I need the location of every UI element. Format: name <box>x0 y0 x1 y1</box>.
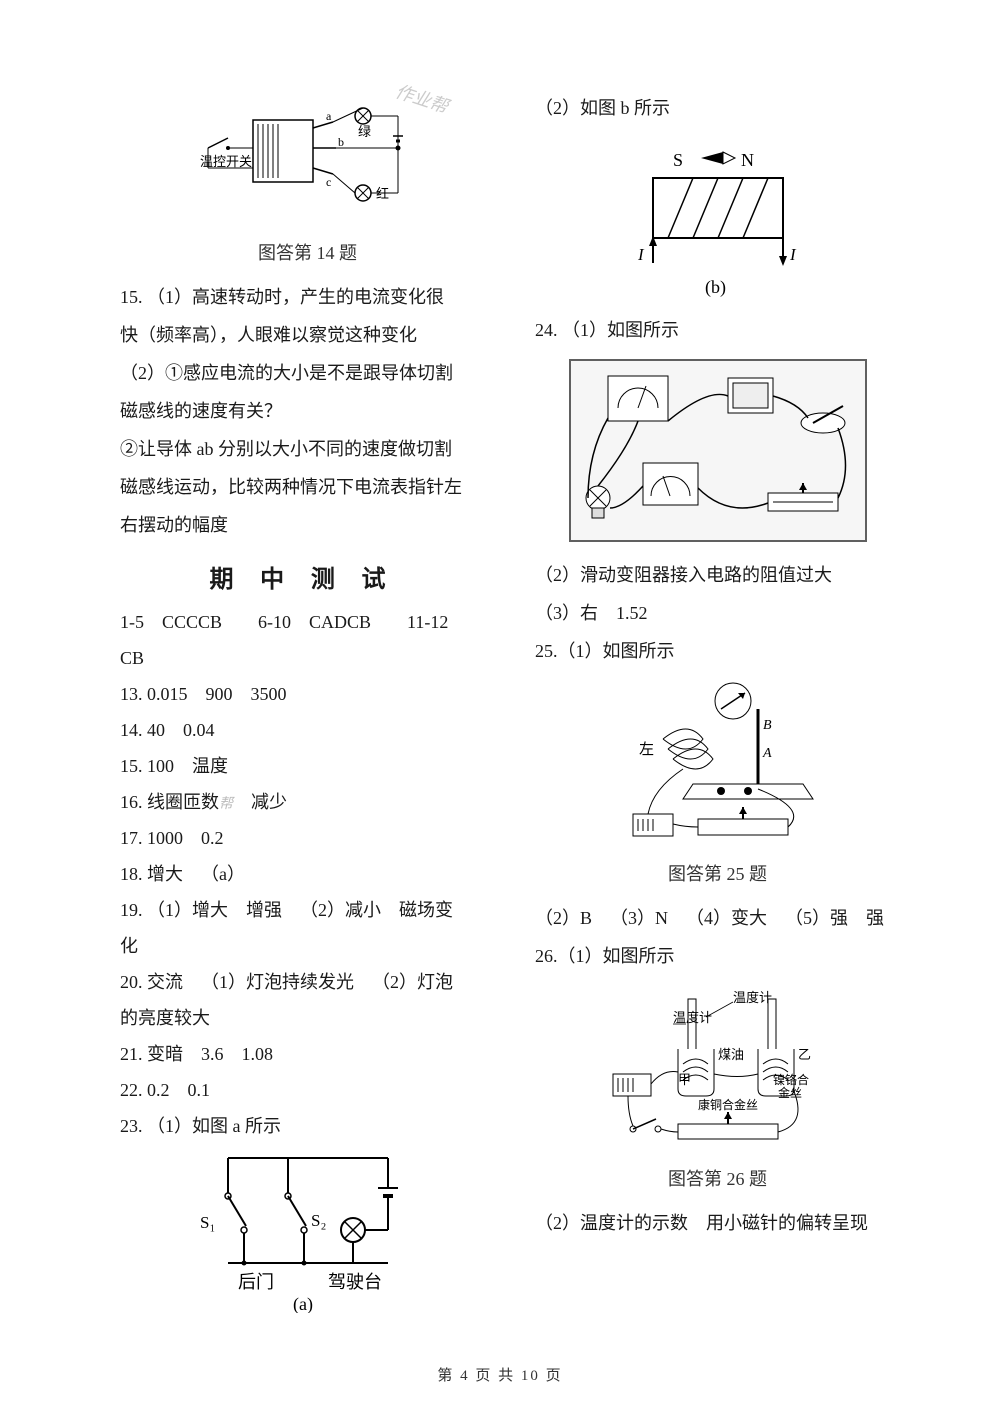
label-green: 绿 <box>358 124 371 139</box>
label-26-oil: 煤油 <box>718 1047 744 1062</box>
label-switch: 温控开关 <box>200 154 252 169</box>
label-i1: I <box>637 245 645 264</box>
ans-14: 14. 40 0.04 <box>120 712 485 748</box>
ans-16-pre: 16. 线圈匝数 <box>120 792 219 812</box>
q25-1: 25.（1）如图所示 <box>535 633 900 669</box>
ans-20b: 的亮度较大 <box>120 1000 485 1036</box>
ans-16: 16. 线圈匝数帮 减少 <box>120 784 485 820</box>
label-s1: S₁ <box>200 1213 215 1232</box>
label-c: c <box>326 175 331 189</box>
figure-b: S N I I (b) <box>535 148 900 298</box>
figure-25: B A 左 <box>535 679 900 886</box>
label-26-kangtong: 康铜合金丝 <box>698 1097 758 1112</box>
q24-1: 24. （1）如图所示 <box>535 312 900 348</box>
q24-2: （2）滑动变阻器接入电路的阻值过大 <box>535 557 900 593</box>
figure-25-caption: 图答第 25 题 <box>668 860 767 886</box>
figure-b-svg: S N I I (b) <box>623 148 813 298</box>
q26-1: 26.（1）如图所示 <box>535 938 900 974</box>
figure-26: 温度计 温度计 煤油 甲 乙 镍铬合 金丝 康铜合金丝 <box>535 984 900 1191</box>
r-2b: （2）如图 b 所示 <box>535 90 900 126</box>
label-sub-a: (a) <box>293 1294 313 1313</box>
content-columns: a b c 绿 红 <box>120 90 900 1280</box>
label-backdoor: 后门 <box>238 1272 274 1292</box>
label-25-b: B <box>763 718 772 733</box>
ans-1-12: 1-5 CCCCB 6-10 CADCB 11-12 <box>120 604 485 640</box>
label-n: N <box>741 150 754 170</box>
ans-16-post: 减少 <box>233 792 287 812</box>
label-26-yi: 乙 <box>798 1047 811 1062</box>
ans-21: 21. 变暗 3.6 1.08 <box>120 1036 485 1072</box>
figure-26-caption: 图答第 26 题 <box>668 1165 767 1191</box>
figure-14: a b c 绿 红 <box>130 98 485 265</box>
ans-19: 19. （1）增大 增强 （2）减小 磁场变 <box>120 892 485 928</box>
q25-2: （2）B （3）N （4）变大 （5）强 强 <box>535 900 900 936</box>
figure-25-svg: B A 左 <box>603 679 833 854</box>
figure-14-caption: 图答第 14 题 <box>258 239 357 265</box>
label-s: S <box>673 150 683 170</box>
figure-24 <box>535 358 900 543</box>
figure-a-svg: S₁ S₂ <box>188 1148 418 1313</box>
watermark-inline: 帮 <box>219 797 233 812</box>
ans-cb: CB <box>120 640 485 676</box>
label-26-thermo2: 温度计 <box>673 1010 712 1025</box>
left-column: a b c 绿 红 <box>120 90 485 1280</box>
ans-22: 22. 0.2 0.1 <box>120 1072 485 1108</box>
label-i2: I <box>789 245 797 264</box>
q15-line4: 磁感线的速度有关？ <box>120 393 485 429</box>
label-25-left: 左 <box>639 741 654 758</box>
figure-24-svg <box>568 358 868 543</box>
section-title-midterm: 期 中 测 试 <box>120 559 485 594</box>
ans-18: 18. 增大 （a） <box>120 856 485 892</box>
q15-line6: 磁感线运动，比较两种情况下电流表指针左 <box>120 469 485 505</box>
figure-a: S₁ S₂ <box>120 1148 485 1313</box>
ans-23: 23. （1）如图 a 所示 <box>120 1108 485 1144</box>
figure-26-svg: 温度计 温度计 煤油 甲 乙 镍铬合 金丝 康铜合金丝 <box>578 984 858 1159</box>
ans-17: 17. 1000 0.2 <box>120 820 485 856</box>
q15-line1: 15. （1）高速转动时，产生的电流变化很 <box>120 279 485 315</box>
label-26-thermo1: 温度计 <box>733 990 772 1005</box>
ans-20: 20. 交流 （1）灯泡持续发光 （2）灯泡 <box>120 964 485 1000</box>
figure-14-svg: a b c 绿 红 <box>198 98 418 233</box>
q24-3: （3）右 1.52 <box>535 595 900 631</box>
page-footer: 第 4 页 共 10 页 <box>0 1364 1000 1385</box>
right-column: （2）如图 b 所示 S N I I <box>535 90 900 1280</box>
q15-line5: ②让导体 ab 分别以大小不同的速度做切割 <box>120 431 485 467</box>
label-26-nichrome: 镍铬合 <box>773 1072 809 1087</box>
q15-line7: 右摆动的幅度 <box>120 507 485 543</box>
label-b: b <box>338 135 344 149</box>
label-26-gold: 金丝 <box>778 1085 802 1100</box>
label-sub-b: (b) <box>705 277 726 298</box>
label-26-jia: 甲 <box>678 1072 691 1087</box>
ans-15: 15. 100 温度 <box>120 748 485 784</box>
ans-19b: 化 <box>120 928 485 964</box>
label-25-a: A <box>762 746 772 761</box>
q15-line3: （2）①感应电流的大小是不是跟导体切割 <box>120 355 485 391</box>
ans-13: 13. 0.015 900 3500 <box>120 676 485 712</box>
label-drivecab: 驾驶台 <box>328 1272 382 1292</box>
q15-line2: 快（频率高），人眼难以察觉这种变化 <box>120 317 485 353</box>
q26-2: （2）温度计的示数 用小磁针的偏转呈现 <box>535 1205 900 1241</box>
label-s2: S₂ <box>311 1211 326 1230</box>
label-a: a <box>326 109 332 123</box>
